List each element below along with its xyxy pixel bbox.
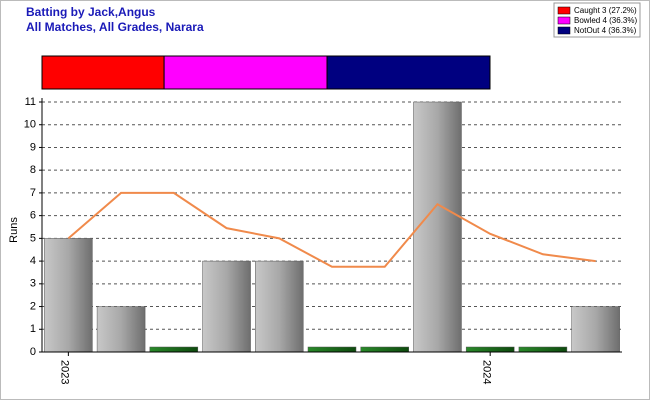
- legend-swatch: [557, 26, 571, 35]
- bar: [255, 260, 304, 353]
- y-tick-label: 6: [30, 210, 36, 222]
- y-tick-label: 2: [30, 300, 36, 312]
- y-tick-label: 9: [30, 141, 36, 153]
- bar: [571, 306, 620, 353]
- bar: [465, 346, 515, 353]
- summary-segment: [41, 55, 165, 90]
- legend-label: Bowled 4 (36.3%): [574, 16, 637, 25]
- bar: [202, 260, 251, 353]
- x-tick-label: 2023: [58, 360, 70, 384]
- summary-segment: [326, 55, 491, 90]
- y-axis-label: Runs: [8, 217, 20, 243]
- bar: [149, 346, 199, 353]
- legend-label: Caught 3 (27.2%): [574, 6, 637, 15]
- chart-subtitle: All Matches, All Grades, Narara: [26, 20, 204, 34]
- summary-segment: [163, 55, 328, 90]
- legend-swatch: [557, 6, 571, 15]
- y-tick-label: 11: [25, 96, 36, 108]
- y-tick-label: 0: [30, 346, 36, 358]
- bar: [360, 346, 409, 353]
- trend-line: [67, 191, 596, 268]
- bar: [307, 346, 357, 353]
- bar: [518, 346, 568, 353]
- chart-title: Batting by Jack,Angus: [26, 5, 156, 19]
- y-tick-label: 7: [30, 187, 36, 199]
- y-tick-label: 5: [30, 232, 36, 244]
- legend-label: NotOut 4 (36.3%): [574, 26, 637, 35]
- y-tick-label: 8: [30, 164, 36, 176]
- bar: [413, 101, 462, 353]
- legend-swatch: [557, 16, 571, 25]
- bar: [44, 238, 93, 353]
- bar: [96, 306, 146, 353]
- y-tick-label: 10: [24, 119, 36, 131]
- y-tick-label: 4: [30, 255, 36, 267]
- x-tick-label: 2024: [480, 360, 492, 384]
- y-tick-label: 1: [30, 323, 36, 335]
- y-tick-label: 3: [30, 278, 36, 290]
